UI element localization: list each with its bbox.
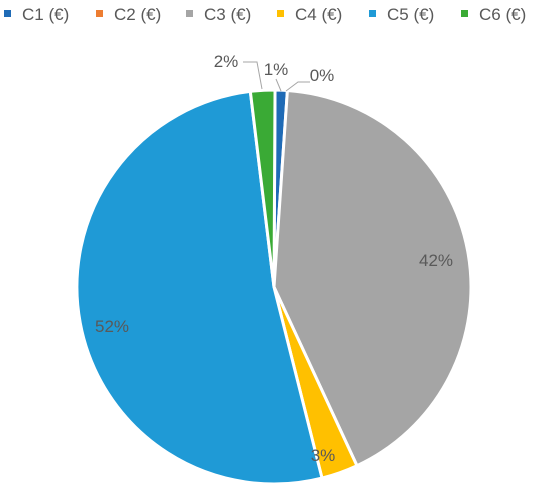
data-label-c3: 42% <box>419 251 453 270</box>
pie-slice-c3 <box>272 88 473 468</box>
legend-label-c3: C3 (€) <box>204 5 251 24</box>
legend-label-c5: C5 (€) <box>387 5 434 24</box>
pie-slices <box>75 88 473 486</box>
legend-label-c6: C6 (€) <box>479 5 526 24</box>
data-label-c4: 3% <box>311 446 336 465</box>
data-label-c5: 52% <box>95 317 129 336</box>
leader-lines <box>243 61 310 92</box>
legend-swatch-c5 <box>369 10 376 17</box>
data-label-c1: 1% <box>264 60 289 79</box>
legend-swatch-c1 <box>4 10 11 17</box>
legend-swatch-c4 <box>277 10 284 17</box>
legend-label-c4: C4 (€) <box>295 5 342 24</box>
legend-swatch-c3 <box>186 10 193 17</box>
leader-line-c6 <box>243 61 263 90</box>
legend-swatch-c2 <box>96 10 103 17</box>
pie-slice-c6 <box>248 88 277 289</box>
data-label-c2: 0% <box>310 66 335 85</box>
data-labels: 1% 0% 42% 3% 52% 2% <box>95 52 453 465</box>
legend-label-c2: C2 (€) <box>114 5 161 24</box>
data-label-c6: 2% <box>214 52 239 71</box>
leader-line-c2 <box>285 81 310 92</box>
legend-label-c1: C1 (€) <box>22 5 69 24</box>
legend: C1 (€) C2 (€) C3 (€) C4 (€) C5 (€) C6 (€) <box>4 5 526 24</box>
legend-swatch-c6 <box>461 10 468 17</box>
leader-line-c1 <box>275 78 282 92</box>
